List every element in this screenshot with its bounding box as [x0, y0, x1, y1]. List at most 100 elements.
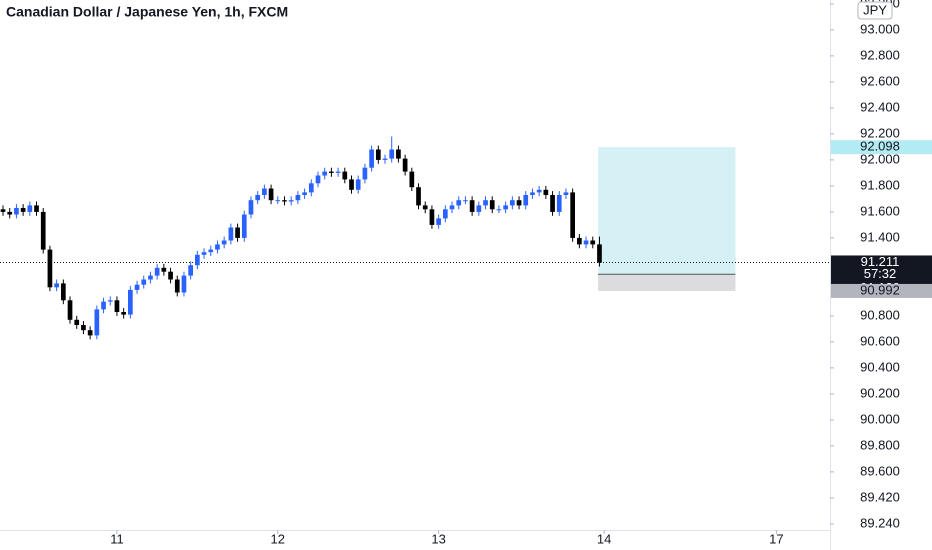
- candle-body: [302, 192, 307, 195]
- candle-body: [67, 300, 73, 320]
- candle-body: [556, 195, 562, 212]
- candle-body: [295, 195, 301, 201]
- candle-body: [195, 254, 200, 266]
- candle-body: [516, 200, 522, 206]
- x-tick-label: 14: [597, 531, 611, 546]
- candle-body: [60, 283, 66, 301]
- candle-body: [7, 211, 13, 215]
- candle-body: [315, 175, 321, 184]
- x-tick-label: 11: [110, 531, 124, 546]
- stop-box: [831, 283, 932, 298]
- candle-body: [54, 283, 59, 288]
- y-tick-label: 89.800: [860, 437, 900, 452]
- candle-body: [536, 189, 542, 193]
- y-tick-label: 92.600: [860, 73, 900, 88]
- candle-body: [503, 205, 508, 210]
- last-price-label: 91.211: [861, 254, 900, 269]
- candle-body: [416, 187, 421, 206]
- x-tick-label: 12: [271, 531, 285, 546]
- candle-body: [389, 149, 395, 159]
- candle-body: [101, 301, 106, 310]
- candle-body: [396, 149, 401, 159]
- candle-body: [469, 200, 475, 212]
- candle-body: [449, 205, 455, 210]
- candle-body: [208, 249, 214, 253]
- candle-body: [436, 218, 441, 225]
- candle-body: [268, 188, 274, 201]
- candle-body: [168, 271, 173, 280]
- candle-body: [483, 200, 488, 206]
- candle-body: [74, 319, 80, 325]
- candle-body: [369, 149, 374, 168]
- candle-body: [577, 237, 582, 245]
- y-tick-label: 92.400: [860, 99, 900, 114]
- y-tick-label: 90.600: [860, 333, 900, 348]
- candle-body: [154, 267, 160, 276]
- candle-body: [0, 209, 6, 212]
- y-tick-label: 90.000: [860, 411, 900, 426]
- currency-box[interactable]: [857, 1, 893, 20]
- candle-body: [141, 279, 147, 285]
- y-tick-label: 91.400: [860, 229, 900, 244]
- last-price-box: [831, 255, 932, 284]
- candle-body: [121, 312, 126, 315]
- candle-body: [322, 171, 328, 176]
- chart-title: Canadian Dollar / Japanese Yen, 1h, FXCM: [6, 4, 288, 20]
- y-tick-label: 89.240: [860, 515, 900, 530]
- candle-body: [201, 252, 207, 255]
- candle-body: [161, 267, 167, 272]
- candle-body: [570, 192, 576, 238]
- y-tick-label: 90.800: [860, 307, 900, 322]
- stop-label: 90.992: [860, 282, 900, 297]
- candle-body: [282, 200, 287, 202]
- y-tick-label: 91.600: [860, 203, 900, 218]
- candle-body: [235, 227, 240, 238]
- candle-body: [221, 240, 227, 245]
- y-tick-label: 92.200: [860, 125, 900, 140]
- candle-body: [255, 195, 261, 201]
- candle-body: [597, 244, 602, 263]
- candle-body: [509, 200, 515, 206]
- y-tick-label: 92.000: [860, 151, 900, 166]
- y-tick-label: 93.000: [860, 21, 900, 36]
- candle-body: [429, 209, 435, 225]
- candle-body: [288, 200, 294, 202]
- candle-body: [47, 249, 53, 288]
- candle-body: [550, 195, 555, 212]
- candle-body: [563, 192, 569, 195]
- candle-body: [20, 208, 26, 212]
- countdown-label: 57:32: [864, 266, 897, 281]
- candle-body: [375, 149, 381, 160]
- candle-body: [262, 188, 267, 195]
- profit-zone: [598, 147, 736, 275]
- candle-body: [40, 211, 46, 250]
- candle-body: [81, 325, 86, 331]
- x-tick-label: 17: [769, 531, 783, 546]
- candle-body: [181, 275, 187, 293]
- candle-body: [34, 205, 39, 212]
- candle-body: [456, 200, 462, 206]
- loss-zone: [598, 274, 736, 291]
- y-tick-label: 89.600: [860, 463, 900, 478]
- candle-body: [409, 171, 415, 188]
- candle-body: [188, 265, 194, 276]
- y-tick-label: 90.400: [860, 359, 900, 374]
- candle-body: [87, 330, 93, 336]
- price-axis: 93.20093.00092.80092.60092.40092.20092.0…: [830, 0, 932, 530]
- candle-body: [530, 192, 535, 195]
- candle-body: [128, 289, 133, 315]
- candle-body: [215, 244, 220, 250]
- candle-body: [402, 158, 408, 172]
- candle-body: [335, 171, 341, 173]
- currency-label[interactable]: JPY: [863, 2, 887, 17]
- candle-body: [489, 200, 495, 210]
- candle-body: [275, 200, 281, 202]
- candle-body: [349, 179, 354, 190]
- y-tick-label: 90.200: [860, 385, 900, 400]
- y-tick-label: 92.800: [860, 47, 900, 62]
- candle-body: [241, 214, 247, 238]
- candle-body: [114, 300, 120, 312]
- candle-body: [476, 205, 482, 212]
